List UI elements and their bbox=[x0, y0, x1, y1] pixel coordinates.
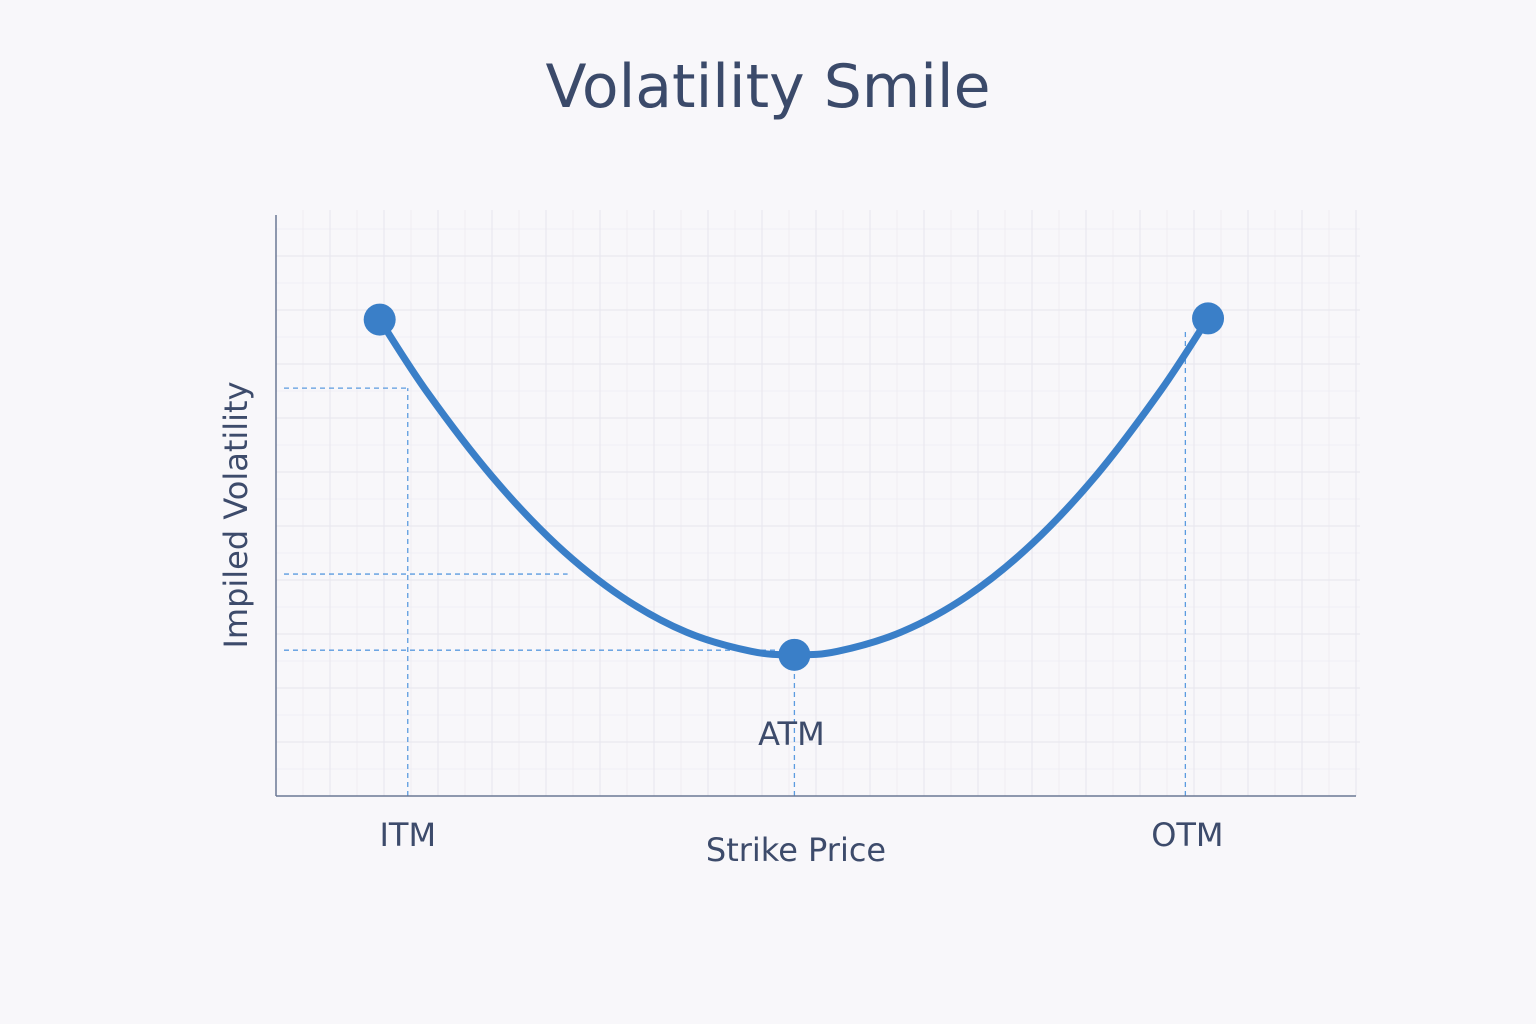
data-point-marker bbox=[363, 303, 396, 336]
itm-label: ITM bbox=[379, 816, 436, 854]
x-axis-label: Strike Price bbox=[706, 831, 886, 869]
chart-title: Volatility Smile bbox=[545, 52, 991, 122]
guide-lines bbox=[284, 328, 1187, 796]
otm-label: OTM bbox=[1151, 816, 1223, 854]
grid bbox=[276, 210, 1360, 796]
data-point-marker bbox=[778, 638, 811, 671]
data-point-marker bbox=[1192, 302, 1225, 335]
atm-label: ATM bbox=[758, 715, 825, 753]
smile-curve bbox=[376, 314, 1212, 659]
markers bbox=[363, 302, 1225, 671]
y-axis-label: Impiled Volatility bbox=[217, 381, 255, 648]
